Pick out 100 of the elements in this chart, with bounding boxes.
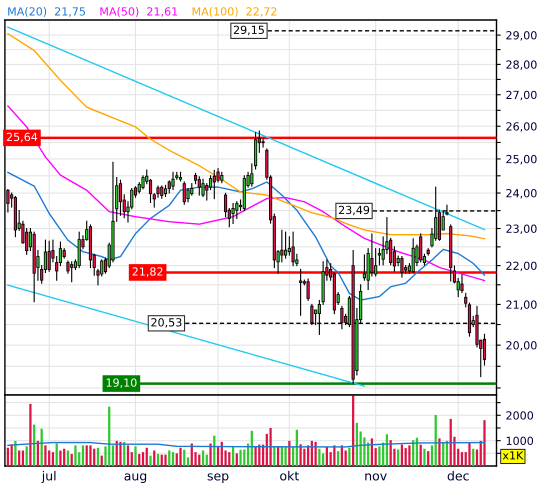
candlestick: [284, 232, 288, 259]
bar: [86, 445, 88, 466]
bar: [160, 454, 163, 466]
bar: [404, 448, 407, 466]
y-tick-label: 2000: [506, 411, 534, 420]
bar: [33, 424, 36, 466]
bar: [96, 448, 100, 466]
y-tick-label: 23,00: [506, 224, 537, 234]
candlestick: [400, 256, 404, 278]
candlestick: [48, 240, 51, 272]
bar: [70, 454, 73, 466]
candlestick: [299, 268, 302, 316]
bar: [310, 440, 313, 466]
candlestick: [370, 233, 374, 276]
bar: [442, 442, 444, 466]
x-tick-label: dec: [448, 470, 469, 481]
bar: [10, 444, 13, 466]
x-tick-label: jul: [42, 470, 56, 483]
bar: [172, 452, 174, 466]
y-tick-label: 27,00: [506, 90, 537, 100]
bar: [63, 448, 66, 466]
candlestick: [280, 230, 284, 262]
bar: [183, 450, 186, 466]
bar: [450, 418, 452, 466]
candlestick: [182, 181, 186, 205]
ref-line-label: 23,49: [338, 206, 370, 216]
candlestick: [212, 170, 216, 200]
bar: [56, 444, 58, 466]
bar: [352, 396, 354, 466]
bar: [40, 428, 43, 466]
bar: [412, 440, 414, 466]
text: MA(50) 21,61: [100, 7, 178, 17]
bar: [190, 444, 193, 466]
bar: [206, 454, 208, 466]
y-tick-label: 22,00: [506, 262, 537, 272]
bar: [236, 453, 238, 466]
bar: [296, 430, 298, 466]
candlestick: [460, 274, 464, 294]
candlestick: [198, 176, 201, 196]
bar: [168, 450, 170, 466]
bar: [318, 448, 320, 466]
candlestick: [164, 184, 168, 198]
ref-line-label: 20,53: [151, 318, 182, 328]
line-series: [7, 172, 486, 301]
bar: [472, 448, 474, 466]
bar: [390, 440, 392, 466]
bar: [273, 446, 276, 466]
y-tick-label: 21,00: [506, 300, 537, 310]
y-tick-label: 1000: [506, 436, 534, 446]
candlestick: [160, 186, 164, 199]
x-tick-label: nov: [365, 473, 387, 481]
bar: [322, 453, 324, 466]
bar: [220, 442, 223, 466]
bar: [6, 448, 10, 466]
bar: [179, 448, 182, 466]
bar: [397, 450, 400, 466]
bar: [288, 440, 290, 466]
candlestick: [62, 248, 66, 259]
x-tick-label: okt: [280, 470, 299, 481]
y-tick-label: 25,00: [506, 154, 537, 164]
ref-line-label: 29,15: [234, 26, 264, 36]
candlestick: [306, 278, 310, 302]
y-tick-label: 28,00: [506, 60, 537, 70]
candlestick: [412, 238, 415, 274]
bar: [250, 430, 253, 466]
candlestick: [224, 192, 228, 218]
bar: [108, 406, 110, 466]
bar: [337, 451, 340, 466]
bar: [427, 451, 430, 466]
candlestick: [171, 172, 175, 190]
y-tick-label: 20,00: [506, 341, 537, 351]
candlestick: [220, 172, 224, 184]
bar: [213, 436, 216, 466]
bar: [116, 440, 118, 466]
candlestick: [70, 261, 74, 282]
candlestick: [382, 236, 385, 266]
bar: [52, 452, 54, 466]
bar: [198, 454, 200, 466]
bar: [18, 450, 20, 466]
text: MA(20) 21,75: [8, 7, 86, 17]
y-tick-label: 24,00: [506, 188, 537, 199]
bar: [153, 450, 156, 466]
text: x1K: [502, 451, 524, 460]
x-tick-label: sep: [208, 473, 228, 483]
candlestick: [378, 248, 381, 266]
ref-line-label: 19,10: [106, 378, 137, 388]
ref-line-label: 25,64: [6, 132, 38, 142]
candlestick: [231, 202, 235, 224]
bar: [100, 456, 103, 466]
ref-line-label: 21,82: [132, 267, 162, 277]
y-tick-label: 26,00: [506, 122, 537, 132]
candlestick: [201, 178, 205, 198]
line-series: [7, 105, 486, 282]
bar: [123, 442, 126, 466]
bar: [146, 448, 148, 466]
bar: [280, 446, 283, 466]
bar: [93, 448, 96, 466]
bar: [434, 415, 437, 466]
bar: [26, 446, 28, 466]
candlestick: [292, 232, 295, 266]
